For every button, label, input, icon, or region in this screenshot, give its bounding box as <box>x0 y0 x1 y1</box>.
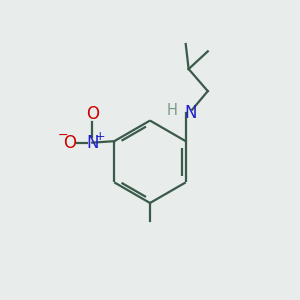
Text: +: + <box>94 130 105 143</box>
Text: O: O <box>86 105 99 123</box>
Text: O: O <box>63 134 76 152</box>
Text: N: N <box>86 134 98 152</box>
Text: N: N <box>184 103 197 122</box>
Text: H: H <box>166 103 177 118</box>
Text: −: − <box>58 129 68 142</box>
